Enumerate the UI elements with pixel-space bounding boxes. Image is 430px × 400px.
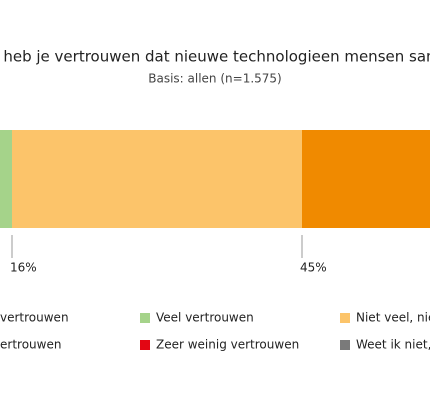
bar-segment: [0, 130, 12, 228]
legend-swatch: [140, 313, 150, 323]
legend-label: Niet veel, niet: [356, 311, 430, 325]
legend-swatch: [340, 313, 350, 323]
bar-segment: [302, 130, 430, 228]
chart-subtitle: Basis: allen (n=1.575): [148, 72, 281, 86]
x-tick-label: 16%: [10, 261, 37, 275]
legend-label: Zeer weinig vertrouwen: [156, 338, 299, 352]
x-tick-label: 45%: [300, 261, 327, 275]
chart-title: e heb je vertrouwen dat nieuwe technolog…: [0, 48, 430, 66]
legend-swatch: [340, 340, 350, 350]
legend-label: Veel vertrouwen: [156, 311, 254, 325]
legend-label: ertrouwen: [0, 338, 61, 352]
bar-segment: [12, 130, 302, 228]
legend-swatch: [140, 340, 150, 350]
legend-label: vertrouwen: [0, 311, 69, 325]
legend-label: Weet ik niet, g: [356, 338, 430, 352]
